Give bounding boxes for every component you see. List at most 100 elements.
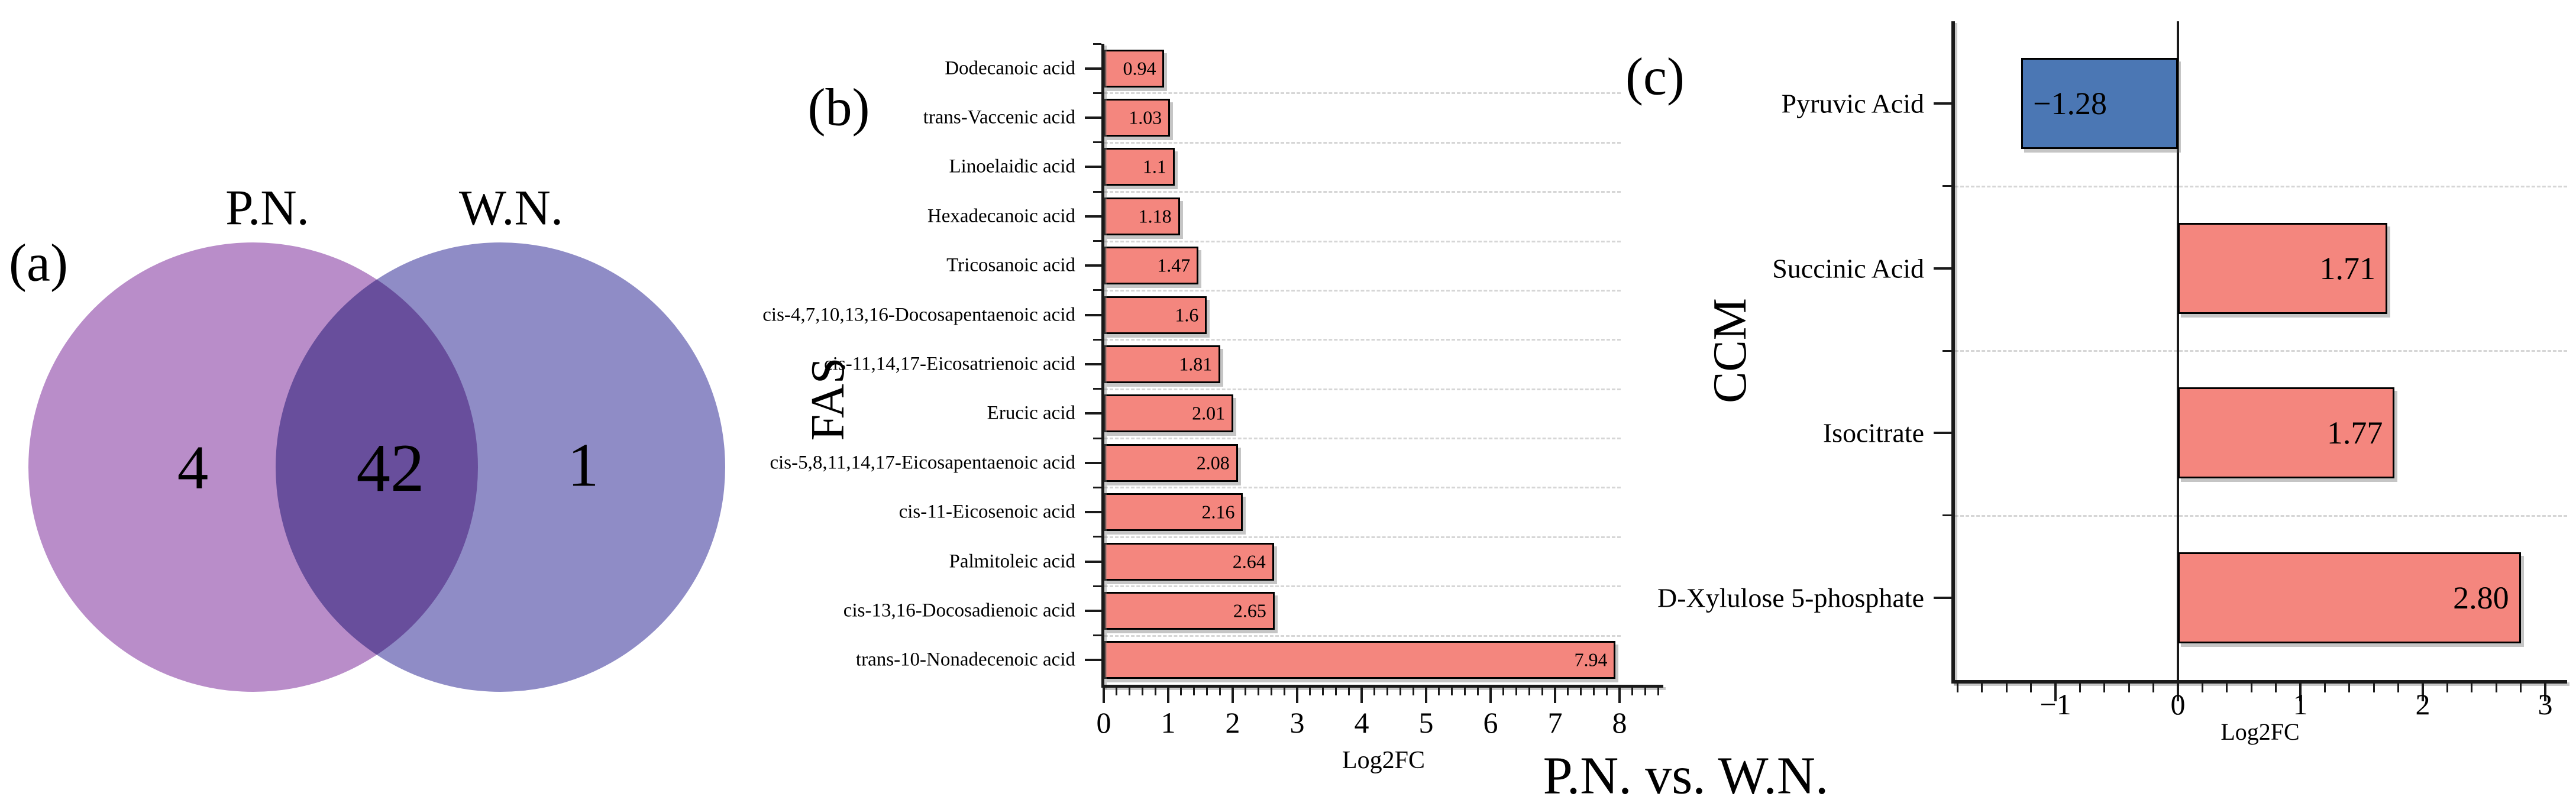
fas-y-minor-tick — [1093, 240, 1101, 242]
ccm-x-minor-tick — [1981, 684, 1983, 692]
fas-x-minor-tick — [1193, 688, 1195, 695]
fas-x-minor-tick — [1515, 688, 1518, 695]
fas-category-label: Palmitoleic acid — [949, 551, 1075, 572]
fas-gridline — [1104, 536, 1621, 538]
ccm-x-minor-tick — [2079, 684, 2081, 692]
fas-x-minor-tick — [1309, 688, 1311, 695]
fas-y-minor-tick — [1093, 43, 1101, 45]
fas-y-major-tick — [1085, 264, 1101, 267]
fas-bar-value-label: 1.18 — [1138, 205, 1172, 227]
fas-y-major-tick — [1085, 511, 1101, 514]
fas-bar-7 — [1104, 394, 1234, 433]
fas-x-minor-tick — [1567, 688, 1569, 695]
fas-y-minor-tick — [1093, 388, 1101, 390]
fas-y-major-tick — [1085, 313, 1101, 316]
fas-y-minor-tick — [1093, 289, 1101, 292]
fas-x-minor-tick — [1347, 688, 1350, 695]
fas-y-major-tick — [1085, 363, 1101, 365]
panel-c-group-axis-label: CCM — [1704, 298, 1756, 403]
ccm-y-major-tick — [1934, 596, 1951, 599]
fas-y-minor-tick — [1093, 141, 1101, 144]
fas-y-axis — [1101, 44, 1104, 688]
ccm-x-tick-label: 2 — [2415, 688, 2430, 721]
fas-gridline — [1104, 585, 1621, 588]
fas-bar-value-label: 1.03 — [1129, 106, 1162, 128]
fas-category-label: trans-Vaccenic acid — [923, 106, 1075, 128]
fas-x-minor-tick — [1399, 688, 1401, 695]
fas-x-minor-tick — [1154, 688, 1156, 695]
fas-category-label: Tricosanoic acid — [946, 254, 1075, 276]
fas-category-label: Linoelaidic acid — [949, 156, 1076, 177]
ccm-x-minor-tick — [1956, 684, 1958, 692]
fas-bar-value-label: 2.64 — [1232, 551, 1266, 572]
fas-y-minor-tick — [1093, 92, 1101, 94]
ccm-x-minor-tick — [2471, 684, 2473, 692]
ccm-gridline — [1955, 350, 2567, 352]
fas-x-minor-tick — [1438, 688, 1440, 695]
ccm-zero-line — [2177, 21, 2179, 680]
fas-gridline — [1104, 634, 1621, 637]
fas-x-minor-tick — [1373, 688, 1376, 695]
ccm-y-minor-tick — [1942, 349, 1951, 352]
panel-b-group-axis-label: FAS — [802, 357, 854, 441]
ccm-category-label: Succinic Acid — [1772, 253, 1924, 284]
fas-x-minor-tick — [1502, 688, 1505, 695]
fas-y-minor-tick — [1093, 437, 1101, 439]
ccm-y-major-tick — [1934, 267, 1951, 270]
ccm-y-minor-tick — [1942, 514, 1951, 516]
fas-x-tick-label: 7 — [1547, 706, 1563, 739]
fas-bar-value-label: 2.08 — [1196, 452, 1230, 474]
fas-y-major-tick — [1085, 609, 1101, 612]
fas-y-major-tick — [1085, 659, 1101, 662]
ccm-x-minor-tick — [2128, 684, 2130, 692]
fas-bar-8 — [1104, 443, 1238, 482]
fas-x-minor-tick — [1463, 688, 1466, 695]
fas-y-major-tick — [1085, 412, 1101, 415]
ccm-x-minor-tick — [2275, 684, 2277, 692]
figure-caption: P.N. vs. W.N. — [1543, 746, 1829, 803]
fas-x-minor-tick — [1129, 688, 1131, 695]
fas-bar-2 — [1104, 148, 1175, 186]
ccm-bar-value-label: −1.28 — [2033, 86, 2107, 122]
fas-x-minor-tick — [1283, 688, 1285, 695]
fas-x-tick-label: 4 — [1354, 706, 1369, 739]
fas-bar-value-label: 1.1 — [1142, 156, 1166, 177]
fas-category-label: trans-10-Nonadecenoic acid — [855, 649, 1075, 671]
fas-x-major-tick — [1425, 688, 1427, 703]
ccm-category-label: Pyruvic Acid — [1781, 88, 1924, 119]
fas-category-label: cis-5,8,11,14,17-Eicosapentaenoic acid — [770, 452, 1075, 474]
ccm-gridline — [1955, 514, 2567, 517]
fas-x-minor-tick — [1580, 688, 1582, 695]
fas-gridline — [1104, 339, 1621, 341]
fas-x-minor-tick — [1141, 688, 1143, 695]
ccm-category-label: D-Xylulose 5-phosphate — [1657, 582, 1924, 613]
fas-gridline — [1104, 289, 1621, 292]
fas-bar-value-label: 2.01 — [1192, 402, 1226, 424]
fas-y-minor-tick — [1093, 634, 1101, 637]
fas-x-minor-tick — [1334, 688, 1337, 695]
fas-y-minor-tick — [1093, 190, 1101, 193]
ccm-x-tick-label: 3 — [2538, 688, 2553, 721]
fas-bar-5 — [1104, 296, 1207, 334]
fas-y-minor-tick — [1093, 585, 1101, 587]
fas-x-minor-tick — [1528, 688, 1530, 695]
ccm-bar-3 — [2178, 552, 2521, 643]
fas-y-major-tick — [1085, 116, 1101, 119]
fas-x-minor-tick — [1605, 688, 1608, 695]
fas-bar-4 — [1104, 247, 1199, 285]
fas-bar-value-label: 1.81 — [1179, 353, 1213, 375]
fas-x-tick-label: 2 — [1225, 706, 1240, 739]
fas-x-major-tick — [1360, 688, 1363, 703]
fas-x-major-tick — [1296, 688, 1298, 703]
fas-y-major-tick — [1085, 215, 1101, 218]
fas-category-label: cis-11-Eicosenoic acid — [898, 501, 1075, 523]
ccm-x-minor-tick — [2373, 684, 2375, 692]
venn-circle-wn — [276, 242, 725, 692]
fas-bar-value-label: 0.94 — [1123, 57, 1156, 79]
fas-x-minor-tick — [1258, 688, 1260, 695]
fas-y-major-tick — [1085, 166, 1101, 169]
ccm-x-major-tick — [2177, 684, 2179, 701]
fas-category-label: Dodecanoic acid — [945, 57, 1075, 79]
fas-x-minor-tick — [1116, 688, 1118, 695]
